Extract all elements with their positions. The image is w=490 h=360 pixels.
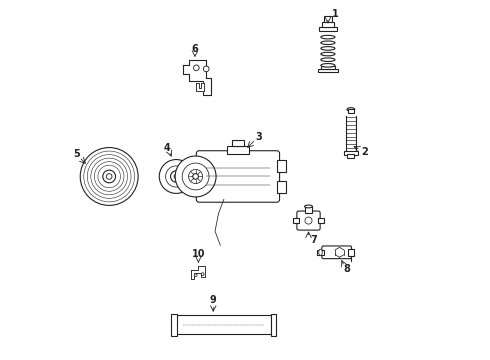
FancyBboxPatch shape: [344, 151, 358, 154]
FancyBboxPatch shape: [227, 147, 248, 154]
Polygon shape: [183, 60, 212, 95]
Text: 3: 3: [256, 132, 263, 142]
Ellipse shape: [321, 58, 335, 62]
Circle shape: [103, 170, 116, 183]
Circle shape: [87, 154, 131, 198]
Ellipse shape: [321, 64, 335, 67]
Ellipse shape: [321, 47, 335, 50]
FancyBboxPatch shape: [322, 246, 351, 259]
FancyBboxPatch shape: [317, 249, 324, 255]
Text: 1: 1: [332, 9, 339, 19]
Text: 6: 6: [192, 44, 198, 54]
Circle shape: [174, 174, 178, 179]
Circle shape: [159, 159, 193, 193]
Ellipse shape: [321, 52, 335, 56]
Text: 9: 9: [210, 295, 217, 305]
Circle shape: [201, 273, 204, 276]
Ellipse shape: [321, 41, 335, 45]
FancyBboxPatch shape: [321, 66, 335, 69]
Circle shape: [80, 148, 138, 206]
FancyBboxPatch shape: [321, 22, 334, 27]
Circle shape: [98, 165, 121, 188]
FancyBboxPatch shape: [319, 27, 337, 31]
FancyBboxPatch shape: [318, 218, 324, 224]
Circle shape: [194, 65, 199, 71]
FancyBboxPatch shape: [348, 249, 354, 256]
Circle shape: [189, 170, 203, 184]
Ellipse shape: [347, 108, 355, 111]
Circle shape: [95, 162, 124, 191]
Text: 5: 5: [74, 149, 80, 159]
FancyBboxPatch shape: [305, 207, 312, 213]
Text: 10: 10: [192, 249, 205, 260]
Text: 2: 2: [361, 147, 368, 157]
Circle shape: [171, 171, 182, 182]
Text: 4: 4: [164, 143, 171, 153]
FancyBboxPatch shape: [176, 315, 271, 334]
Circle shape: [194, 274, 197, 277]
FancyBboxPatch shape: [277, 181, 286, 193]
Circle shape: [91, 158, 127, 195]
FancyBboxPatch shape: [318, 69, 338, 72]
FancyBboxPatch shape: [347, 154, 354, 158]
Text: 7: 7: [310, 235, 317, 245]
Circle shape: [166, 166, 187, 187]
FancyBboxPatch shape: [277, 159, 286, 172]
Circle shape: [203, 66, 209, 72]
FancyBboxPatch shape: [172, 314, 177, 336]
FancyBboxPatch shape: [232, 140, 245, 147]
Ellipse shape: [318, 249, 322, 256]
FancyBboxPatch shape: [348, 109, 354, 113]
Circle shape: [84, 151, 135, 202]
FancyBboxPatch shape: [293, 218, 298, 224]
FancyBboxPatch shape: [271, 314, 276, 336]
Circle shape: [106, 174, 112, 179]
FancyBboxPatch shape: [196, 151, 280, 202]
Circle shape: [305, 217, 312, 224]
FancyBboxPatch shape: [297, 211, 320, 230]
Circle shape: [182, 163, 209, 190]
Polygon shape: [192, 266, 205, 279]
FancyBboxPatch shape: [324, 16, 332, 22]
Polygon shape: [196, 83, 204, 91]
Ellipse shape: [321, 35, 335, 39]
Circle shape: [193, 174, 198, 179]
Circle shape: [175, 156, 216, 197]
Text: 8: 8: [344, 264, 351, 274]
Ellipse shape: [305, 205, 313, 208]
